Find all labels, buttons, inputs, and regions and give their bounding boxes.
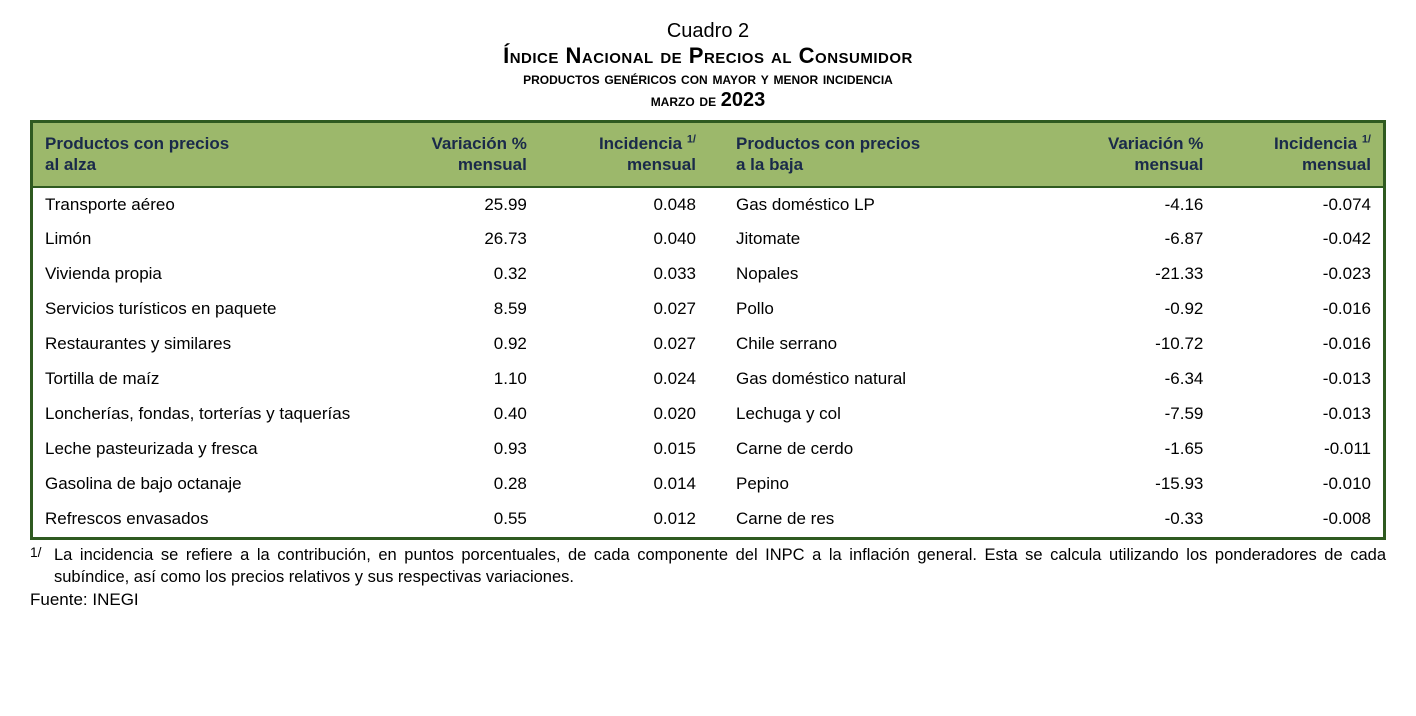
cell-incidence-down: -0.074 <box>1215 187 1384 223</box>
cell-incidence-up: 0.020 <box>539 397 708 432</box>
cell-incidence-up: 0.027 <box>539 327 708 362</box>
cell-variation-down: -21.33 <box>1046 257 1215 292</box>
source-line: Fuente: INEGI <box>30 590 1386 610</box>
header-variation-up: Variación % mensual <box>370 122 539 187</box>
table-row: Servicios turísticos en paquete8.590.027… <box>32 292 1385 327</box>
table-row: Restaurantes y similares0.920.027Chile s… <box>32 327 1385 362</box>
cell-variation-up: 8.59 <box>370 292 539 327</box>
cell-product-up: Gasolina de bajo octanaje <box>32 467 370 502</box>
cell-incidence-up: 0.027 <box>539 292 708 327</box>
cell-variation-up: 1.10 <box>370 362 539 397</box>
cell-incidence-down: -0.042 <box>1215 222 1384 257</box>
cell-product-up: Tortilla de maíz <box>32 362 370 397</box>
cell-product-up: Servicios turísticos en paquete <box>32 292 370 327</box>
cell-variation-up: 25.99 <box>370 187 539 223</box>
header-products-down: Productos con precios a la baja <box>708 122 1046 187</box>
cell-variation-down: -15.93 <box>1046 467 1215 502</box>
cell-incidence-down: -0.010 <box>1215 467 1384 502</box>
cell-product-down: Gas doméstico natural <box>708 362 1046 397</box>
cell-variation-up: 0.32 <box>370 257 539 292</box>
cell-incidence-up: 0.048 <box>539 187 708 223</box>
table-title: Índice Nacional de Precios al Consumidor <box>30 43 1386 69</box>
cell-product-up: Limón <box>32 222 370 257</box>
footnote-marker: 1/ <box>30 545 41 560</box>
price-table: Productos con precios al alza Variación … <box>30 120 1386 540</box>
cell-incidence-up: 0.015 <box>539 432 708 467</box>
cell-incidence-up: 0.012 <box>539 502 708 538</box>
table-row: Leche pasteurizada y fresca0.930.015Carn… <box>32 432 1385 467</box>
cell-product-down: Pollo <box>708 292 1046 327</box>
cell-product-up: Loncherías, fondas, torterías y taquería… <box>32 397 370 432</box>
cell-incidence-down: -0.013 <box>1215 362 1384 397</box>
cell-variation-down: -6.34 <box>1046 362 1215 397</box>
cell-product-down: Nopales <box>708 257 1046 292</box>
cell-product-up: Vivienda propia <box>32 257 370 292</box>
cell-variation-down: -0.33 <box>1046 502 1215 538</box>
cell-variation-down: -1.65 <box>1046 432 1215 467</box>
cell-incidence-up: 0.024 <box>539 362 708 397</box>
cell-product-up: Refrescos envasados <box>32 502 370 538</box>
cell-product-down: Pepino <box>708 467 1046 502</box>
cell-incidence-up: 0.040 <box>539 222 708 257</box>
period-year: 2023 <box>721 89 766 111</box>
cell-product-down: Jitomate <box>708 222 1046 257</box>
period-month: marzo de <box>651 91 721 110</box>
table-row: Vivienda propia0.320.033Nopales-21.33-0.… <box>32 257 1385 292</box>
cell-variation-up: 0.92 <box>370 327 539 362</box>
cell-variation-up: 0.93 <box>370 432 539 467</box>
header-incidence-down: Incidencia 1/ mensual <box>1215 122 1384 187</box>
cell-variation-down: -6.87 <box>1046 222 1215 257</box>
cell-incidence-down: -0.023 <box>1215 257 1384 292</box>
title-block: Cuadro 2 Índice Nacional de Precios al C… <box>30 20 1386 112</box>
cell-variation-down: -4.16 <box>1046 187 1215 223</box>
cell-variation-down: -7.59 <box>1046 397 1215 432</box>
table-period: marzo de 2023 <box>30 89 1386 112</box>
table-row: Loncherías, fondas, torterías y taquería… <box>32 397 1385 432</box>
cell-variation-up: 0.55 <box>370 502 539 538</box>
header-incidence-up: Incidencia 1/ mensual <box>539 122 708 187</box>
header-products-up: Productos con precios al alza <box>32 122 370 187</box>
cell-incidence-down: -0.008 <box>1215 502 1384 538</box>
header-variation-down: Variación % mensual <box>1046 122 1215 187</box>
cell-product-down: Chile serrano <box>708 327 1046 362</box>
footnote: 1/ La incidencia se refiere a la contrib… <box>30 544 1386 589</box>
cell-product-down: Lechuga y col <box>708 397 1046 432</box>
cell-variation-up: 0.28 <box>370 467 539 502</box>
cell-variation-down: -10.72 <box>1046 327 1215 362</box>
cell-incidence-up: 0.033 <box>539 257 708 292</box>
cell-product-up: Transporte aéreo <box>32 187 370 223</box>
cell-product-down: Gas doméstico LP <box>708 187 1046 223</box>
cell-product-up: Leche pasteurizada y fresca <box>32 432 370 467</box>
table-row: Refrescos envasados0.550.012Carne de res… <box>32 502 1385 538</box>
table-number: Cuadro 2 <box>30 20 1386 43</box>
cell-product-down: Carne de cerdo <box>708 432 1046 467</box>
footnote-text: La incidencia se refiere a la contribuci… <box>54 544 1386 589</box>
table-body: Transporte aéreo25.990.048Gas doméstico … <box>32 187 1385 539</box>
cell-variation-up: 0.40 <box>370 397 539 432</box>
cell-incidence-down: -0.016 <box>1215 327 1384 362</box>
cell-product-down: Carne de res <box>708 502 1046 538</box>
cell-incidence-up: 0.014 <box>539 467 708 502</box>
cell-variation-down: -0.92 <box>1046 292 1215 327</box>
table-row: Transporte aéreo25.990.048Gas doméstico … <box>32 187 1385 223</box>
cell-incidence-down: -0.013 <box>1215 397 1384 432</box>
table-subtitle: productos genéricos con mayor y menor in… <box>30 69 1386 89</box>
cell-incidence-down: -0.016 <box>1215 292 1384 327</box>
table-row: Gasolina de bajo octanaje0.280.014Pepino… <box>32 467 1385 502</box>
cell-incidence-down: -0.011 <box>1215 432 1384 467</box>
table-row: Tortilla de maíz1.100.024Gas doméstico n… <box>32 362 1385 397</box>
header-row: Productos con precios al alza Variación … <box>32 122 1385 187</box>
table-row: Limón26.730.040Jitomate-6.87-0.042 <box>32 222 1385 257</box>
cell-variation-up: 26.73 <box>370 222 539 257</box>
cell-product-up: Restaurantes y similares <box>32 327 370 362</box>
